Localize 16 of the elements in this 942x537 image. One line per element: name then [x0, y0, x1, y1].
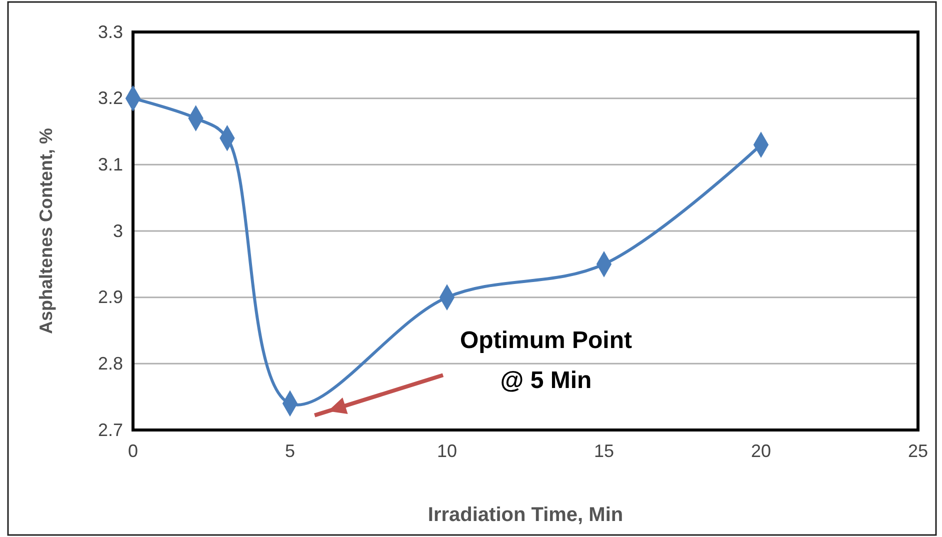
x-axis-title: Irradiation Time, Min — [428, 504, 624, 526]
x-tick-label: 10 — [436, 440, 458, 461]
y-tick-label: 3 — [112, 220, 123, 241]
y-tick-label: 2.8 — [98, 353, 123, 374]
x-tick-label: 25 — [908, 440, 928, 461]
x-tick-label: 0 — [128, 440, 138, 461]
y-tick-label: 2.7 — [98, 420, 123, 440]
annotation: Optimum Point @ 5 Min — [460, 327, 632, 394]
y-tick-label: 3.1 — [98, 154, 123, 174]
x-tick-label: 5 — [284, 440, 296, 461]
y-tick-label: 2.9 — [98, 287, 123, 308]
y-tick-label: 3.3 — [98, 22, 123, 42]
x-tick-label: 15 — [594, 440, 614, 461]
y-tick-label: 3.2 — [98, 88, 123, 108]
y-axis-title: Asphaltenes Content, % — [36, 128, 56, 334]
x-tick-label: 20 — [750, 440, 772, 461]
